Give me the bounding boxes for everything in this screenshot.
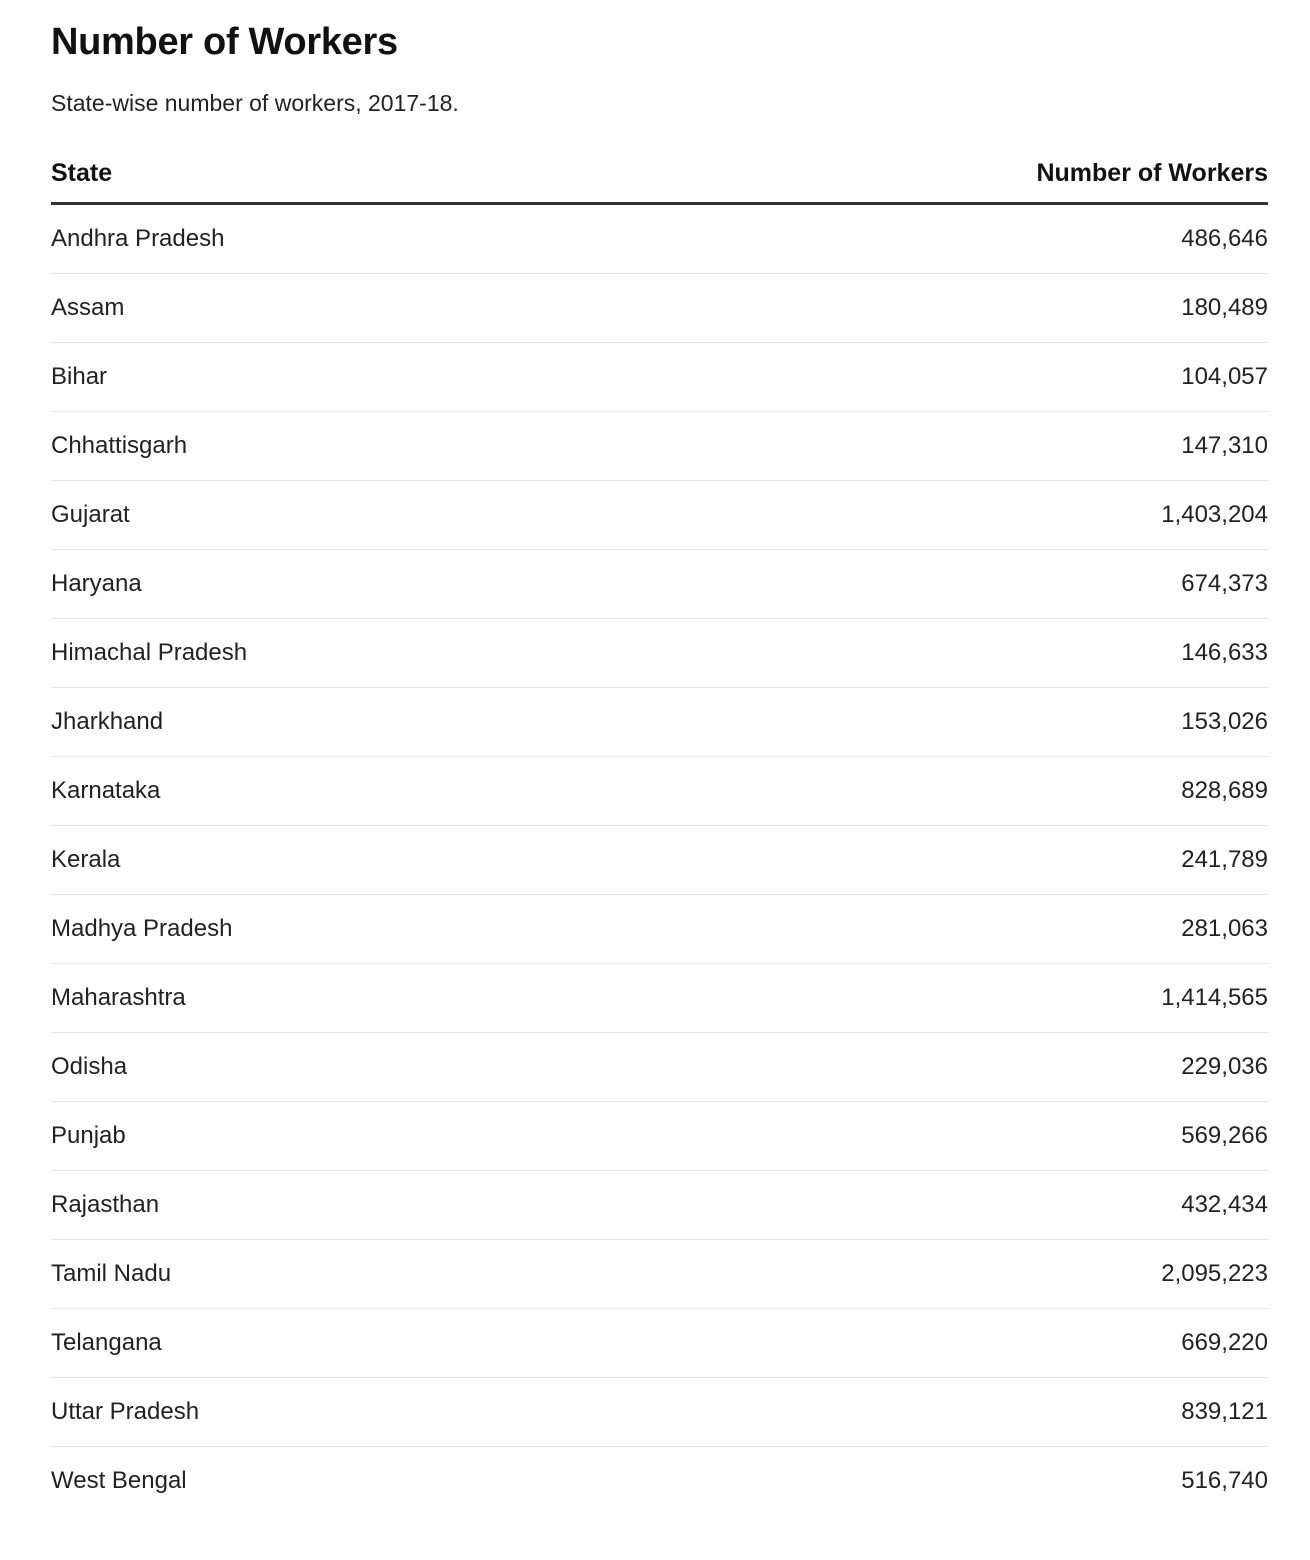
state-cell: West Bengal [51, 1467, 187, 1494]
workers-cell: 669,220 [609, 1308, 1268, 1378]
workers-cell: 1,403,204 [609, 480, 1268, 550]
state-cell: Haryana [51, 549, 610, 619]
table-container: Number of Workers State-wise number of w… [51, 18, 1268, 1515]
page-title: Number of Workers [51, 21, 398, 63]
workers-cell: 104,057 [609, 342, 1268, 412]
workers-cell: 180,489 [609, 273, 1268, 343]
state-cell: Bihar [51, 342, 610, 412]
table-row: Uttar Pradesh 839,121 [51, 1377, 1268, 1447]
data-table: State Number of Workers Andhra Pradesh 48… [51, 158, 1268, 1515]
state-cell: Punjab [51, 1101, 610, 1171]
state-cell: Assam [51, 273, 610, 343]
workers-cell: 839,121 [609, 1377, 1268, 1447]
state-cell: Maharashtra [51, 963, 610, 1033]
table-row: Gujarat 1,403,204 [51, 480, 1268, 550]
table-row: Andhra Pradesh 486,646 [51, 203, 1268, 274]
table-row: Himachal Pradesh 146,633 [51, 618, 1268, 688]
workers-cell: 486,646 [609, 203, 1268, 274]
table-row: West Bengal 516,740 [51, 1447, 1268, 1516]
state-cell: Jharkhand [51, 687, 610, 757]
workers-cell: 828,689 [609, 756, 1268, 826]
workers-cell: 147,310 [609, 411, 1268, 481]
table-row: Maharashtra 1,414,565 [51, 963, 1268, 1033]
workers-cell: 229,036 [609, 1032, 1268, 1102]
table-row: Rajasthan 432,434 [51, 1170, 1268, 1240]
state-cell: Andhra Pradesh [51, 203, 610, 274]
column-header-workers: Number of Workers [609, 158, 1268, 205]
workers-cell: 516,740 [1181, 1467, 1268, 1494]
state-cell: Kerala [51, 825, 610, 895]
workers-cell: 674,373 [609, 549, 1268, 619]
table-row: Bihar 104,057 [51, 342, 1268, 412]
table-row: Haryana 674,373 [51, 549, 1268, 619]
workers-cell: 2,095,223 [609, 1239, 1268, 1309]
workers-cell: 569,266 [609, 1101, 1268, 1171]
header-row: State Number of Workers [51, 158, 1268, 205]
state-cell: Tamil Nadu [51, 1239, 610, 1309]
table-row: Assam 180,489 [51, 273, 1268, 343]
table-row: Jharkhand 153,026 [51, 687, 1268, 757]
table-row: Kerala 241,789 [51, 825, 1268, 895]
state-cell: Gujarat [51, 480, 610, 550]
table-row: Odisha 229,036 [51, 1032, 1268, 1102]
workers-cell: 153,026 [609, 687, 1268, 757]
table-row: Punjab 569,266 [51, 1101, 1268, 1171]
workers-cell: 1,414,565 [609, 963, 1268, 1033]
state-cell: Uttar Pradesh [51, 1377, 610, 1447]
table-row: Telangana 669,220 [51, 1308, 1268, 1378]
workers-cell: 281,063 [609, 894, 1268, 964]
table-row: Karnataka 828,689 [51, 756, 1268, 826]
state-cell: Chhattisgarh [51, 411, 610, 481]
workers-cell: 241,789 [609, 825, 1268, 895]
table-row: Madhya Pradesh 281,063 [51, 894, 1268, 964]
table-row: Tamil Nadu 2,095,223 [51, 1239, 1268, 1309]
state-cell: Odisha [51, 1032, 610, 1102]
state-cell: Telangana [51, 1308, 610, 1378]
subtitle: State-wise number of workers, 2017-18. [51, 90, 459, 116]
workers-cell: 146,633 [609, 618, 1268, 688]
table-row: Chhattisgarh 147,310 [51, 411, 1268, 481]
column-header-state: State [51, 158, 610, 205]
state-cell: Madhya Pradesh [51, 894, 610, 964]
state-cell: Karnataka [51, 756, 610, 826]
workers-cell: 432,434 [609, 1170, 1268, 1240]
state-cell: Rajasthan [51, 1170, 610, 1240]
state-cell: Himachal Pradesh [51, 618, 610, 688]
